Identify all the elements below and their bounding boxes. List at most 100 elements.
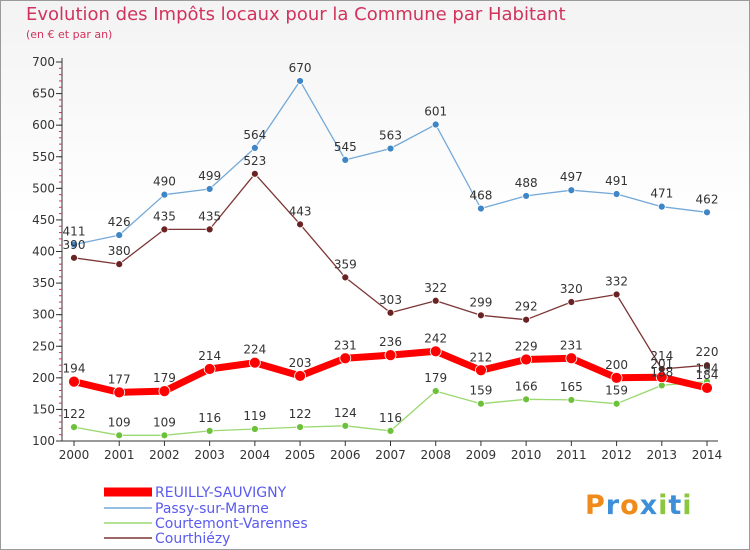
logo-letter: r (605, 490, 621, 521)
labels-0: 194 177 179 214 224 203 231 236 242 212 229 231 200 2… (63, 331, 719, 386)
data-label: 435 (198, 209, 221, 223)
data-point (341, 273, 350, 282)
data-point (610, 371, 623, 384)
data-label: 203 (289, 356, 312, 370)
data-label: 499 (198, 169, 221, 183)
data-point (160, 225, 169, 234)
legend-label: REUILLY-SAUVIGNY (155, 485, 287, 501)
data-label: 109 (108, 415, 131, 429)
data-label: 231 (560, 338, 583, 352)
data-point (522, 192, 531, 200)
data-point (477, 311, 485, 320)
series-1 (70, 77, 711, 249)
data-label: 563 (379, 129, 402, 143)
data-point (477, 399, 485, 408)
logo-letter: i (658, 490, 669, 521)
y-tick-label: 450 (32, 213, 55, 227)
data-label: 426 (108, 215, 131, 229)
data-label: 601 (424, 105, 447, 119)
data-point (205, 185, 214, 193)
data-label: 116 (379, 411, 402, 425)
y-tick-label: 150 (32, 402, 55, 416)
data-label: 212 (469, 350, 492, 364)
data-point (431, 120, 440, 129)
data-label: 184 (696, 368, 719, 382)
logo-letter: o (620, 490, 640, 521)
data-point (115, 231, 124, 239)
x-tick-label: 2014 (692, 448, 723, 462)
y-tick-label: 100 (32, 434, 55, 448)
data-label: 194 (696, 362, 719, 376)
data-point (565, 352, 578, 365)
data-label: 122 (289, 407, 312, 421)
data-point (296, 220, 304, 229)
data-point (703, 361, 711, 370)
y-tick-label: 600 (32, 118, 55, 132)
data-point (248, 356, 261, 369)
data-label: 332 (605, 274, 628, 288)
data-point (250, 144, 259, 152)
data-label: 119 (243, 409, 266, 423)
x-tick-label: 2006 (330, 448, 361, 462)
series-layer: 411 426 490 499 564 670 545 563 601 468 488 497 491 4… (63, 61, 719, 440)
data-point (567, 298, 576, 306)
data-label: 179 (424, 371, 447, 385)
y-tick-label: 700 (32, 55, 55, 69)
data-point (113, 386, 126, 399)
x-tick-label: 2013 (647, 448, 678, 462)
data-point (386, 426, 395, 435)
data-point (567, 186, 576, 195)
y-tick-label: 250 (32, 339, 55, 353)
data-label: 303 (379, 293, 402, 307)
labels-2: 122 109 109 116 119 122 124 116 179 159 166 165 159 1… (63, 362, 719, 430)
data-point (522, 315, 531, 324)
data-point (657, 202, 666, 211)
data-point (296, 423, 304, 432)
data-label: 116 (198, 411, 221, 425)
data-label: 224 (243, 343, 266, 357)
data-label: 231 (334, 338, 357, 352)
data-label: 220 (696, 345, 719, 359)
data-point (386, 144, 395, 153)
data-label: 320 (560, 282, 583, 296)
y-tick-label: 650 (32, 87, 55, 101)
data-point (701, 382, 713, 394)
chart-title: Evolution des Impôts locaux pour la Comm… (26, 4, 566, 25)
data-point (477, 204, 485, 213)
data-label: 443 (289, 204, 312, 218)
data-point (158, 385, 171, 397)
data-label: 462 (696, 192, 719, 206)
data-point (341, 156, 350, 164)
data-point (431, 387, 440, 395)
data-label: 201 (650, 357, 673, 371)
data-label: 523 (243, 154, 266, 168)
data-label: 200 (605, 358, 628, 372)
data-point (205, 426, 214, 435)
data-label: 188 (650, 365, 673, 379)
x-tick-label: 2001 (104, 448, 135, 462)
series-3 (70, 169, 711, 373)
x-tick-label: 2000 (59, 448, 90, 462)
data-label: 488 (515, 176, 538, 190)
logo-letter: t (668, 490, 683, 521)
axes: 100 150 200 250 300 350 400 450 500 550 600 650 700 2… (32, 55, 722, 462)
data-point (567, 396, 576, 404)
data-label: 159 (469, 384, 492, 398)
logo-letter: i (682, 490, 693, 521)
data-point (475, 364, 487, 377)
data-point (70, 240, 78, 249)
data-point (429, 345, 442, 358)
data-point (296, 77, 304, 85)
data-point (341, 421, 350, 430)
data-label: 236 (379, 335, 402, 349)
data-label: 497 (560, 170, 583, 184)
legend-label: Passy-sur-Marne (155, 501, 269, 517)
y-tick-label: 500 (32, 181, 55, 195)
data-point (655, 371, 668, 384)
data-point (160, 190, 169, 199)
data-label: 435 (153, 209, 176, 223)
chart-subtitle: (en € et par an) (26, 28, 113, 41)
y-tick-label: 300 (32, 308, 55, 322)
